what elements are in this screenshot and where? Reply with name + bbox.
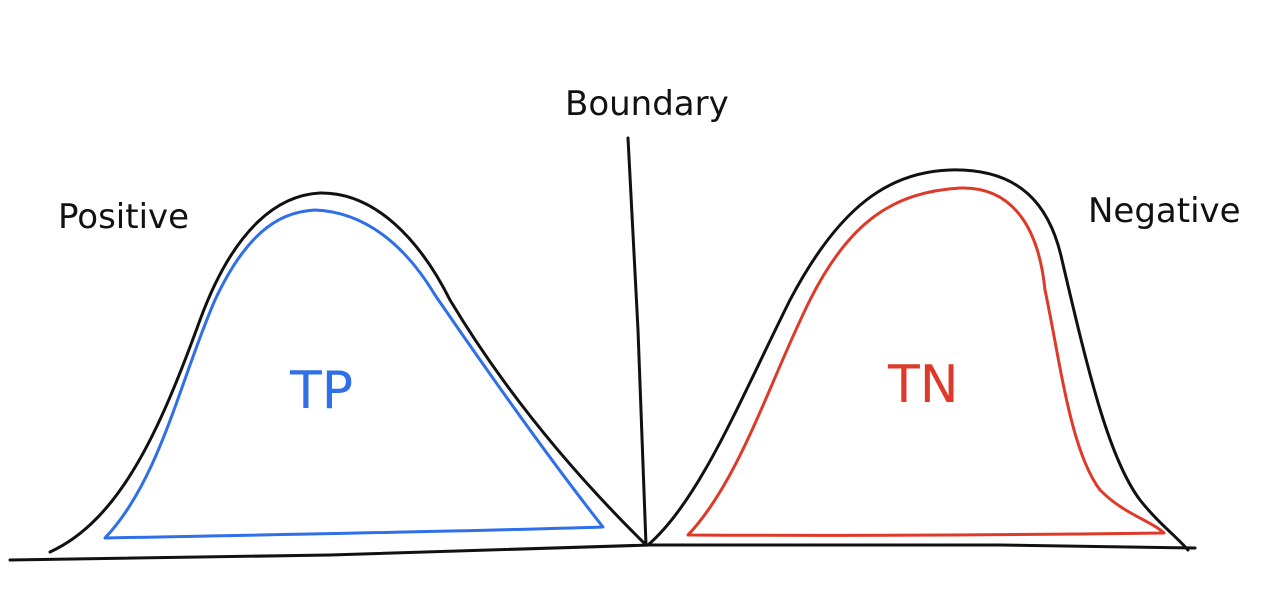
negative-distribution-curve [646, 168, 1190, 552]
baseline [8, 543, 1197, 562]
boundary-line [626, 136, 648, 547]
tp-region [103, 208, 605, 540]
positive-label: Positive [58, 197, 189, 237]
tn-region [686, 186, 1166, 537]
tp-label: TP [289, 361, 353, 421]
negative-label: Negative [1088, 191, 1241, 231]
positive-distribution-curve [48, 191, 648, 554]
tn-label: TN [887, 355, 959, 415]
boundary-label: Boundary [565, 84, 729, 124]
